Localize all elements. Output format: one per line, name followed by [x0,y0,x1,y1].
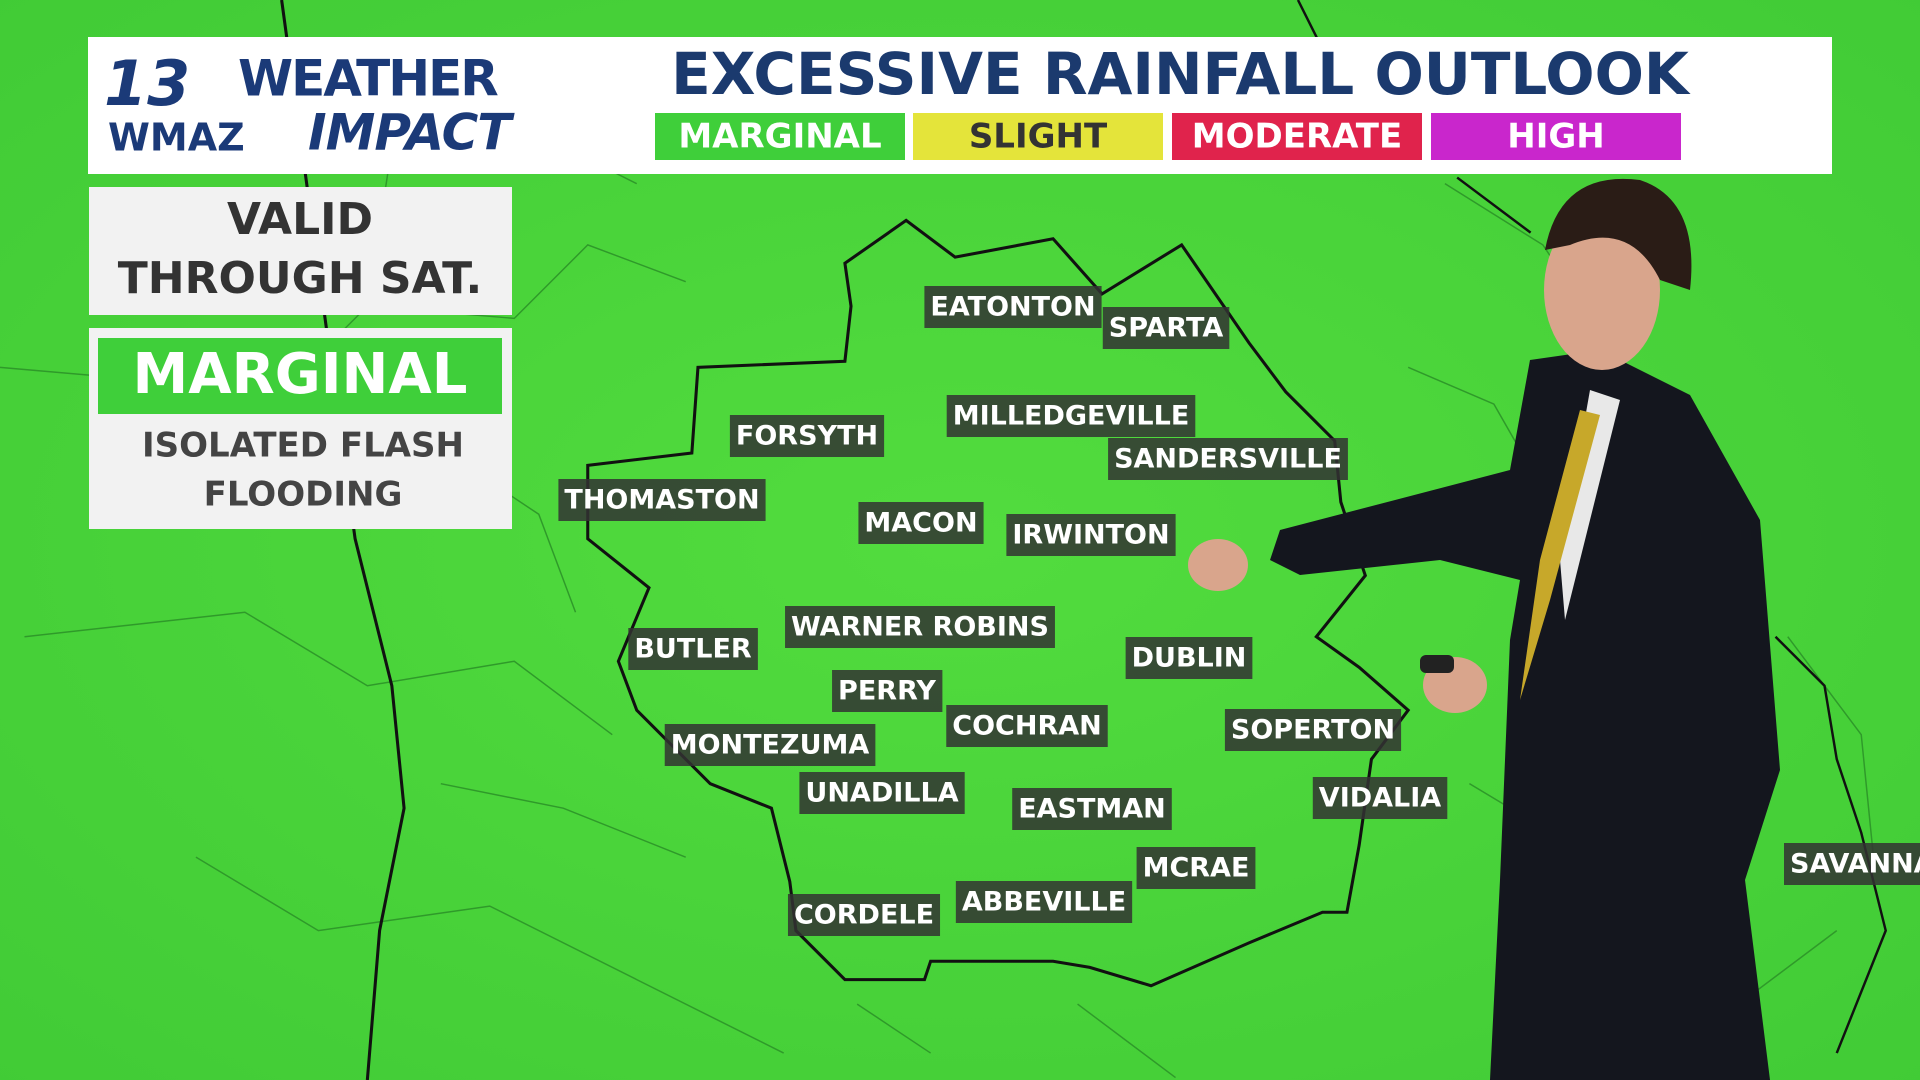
city-label: MONTEZUMA [664,724,876,766]
city-name: BUTLER [634,634,752,665]
city-label: MACON [858,502,984,544]
logo: 13 WMAZ WEATHER IMPACT [104,47,516,162]
city-name: MCRAE [1143,853,1250,884]
city-name: MACON [864,508,977,539]
city-label: WARNER ROBINS [785,606,1055,648]
city-label: IRWINTON [1006,514,1176,556]
city-name: ABBEVILLE [962,887,1126,918]
city-name: IRWINTON [1012,520,1169,551]
logo-brand-bottom: IMPACT [308,104,515,162]
legend-label: HIGH [1507,117,1604,157]
city-name: EASTMAN [1018,794,1166,825]
city-label: PERRY [832,670,943,712]
city-label: CORDELE [787,894,941,936]
risk-level-box [98,338,502,414]
valid-line: THROUGH SAT. [118,253,482,304]
city-name: DUBLIN [1132,643,1247,674]
presenter [1188,178,1780,1080]
risk-description: FLOODING [204,475,403,515]
valid-box [89,187,512,315]
city-label-box [558,479,766,521]
city-label: MCRAE [1136,847,1256,889]
city-label: SPARTA [1102,307,1230,349]
city-label: BUTLER [628,628,758,670]
city-name: VIDALIA [1319,783,1442,814]
city-label: SOPERTON [1224,709,1402,751]
city-name: SANDERSVILLE [1114,444,1342,475]
risk-description: ISOLATED FLASH [142,426,464,466]
city-label-box [946,395,1196,437]
city-label-box [955,881,1133,923]
city-labels: EATONTON SPARTA MILLEDGEVILLE SANDERSVILLE F… [558,286,1920,936]
city-label-box [1006,514,1176,556]
legend: MARGINAL SLIGHT MODERATE HIGH [655,113,1681,160]
city-label-box [628,628,758,670]
city-name: WARNER ROBINS [791,612,1049,643]
logo-brand-top: WEATHER [238,50,498,108]
city-name: FORSYTH [736,421,878,452]
legend-label: MODERATE [1192,117,1402,157]
legend-swatch [655,113,905,160]
city-name: SAVANNA [1790,849,1920,880]
logo-channel: 13 [104,47,190,120]
city-label: FORSYTH [729,415,885,457]
legend-swatch [1431,113,1681,160]
city-name: MILLEDGEVILLE [953,401,1190,432]
city-label-box [1012,788,1172,830]
outlook-region [586,218,1411,988]
city-label-box [1108,438,1348,480]
city-label: UNADILLA [799,772,965,814]
city-label: DUBLIN [1125,637,1253,679]
city-label-box [664,724,876,766]
city-label-box [729,415,885,457]
city-label-box [946,705,1108,747]
legend-label: SLIGHT [969,117,1108,157]
city-label: SAVANNA [1784,843,1920,885]
city-name: COCHRAN [952,711,1101,742]
city-name: EATONTON [930,292,1095,323]
city-label: EATONTON [924,286,1102,328]
city-label: THOMASTON [558,479,766,521]
city-label-box [924,286,1102,328]
city-label: SANDERSVILLE [1108,438,1348,480]
city-label-box [1125,637,1253,679]
legend-label: MARGINAL [678,117,881,157]
legend-swatch [1172,113,1422,160]
city-label-box [832,670,943,712]
title: EXCESSIVE RAINFALL OUTLOOK [671,40,1691,108]
valid-line: VALID [227,194,373,245]
city-name: MONTEZUMA [671,730,870,761]
city-label: MILLEDGEVILLE [946,395,1196,437]
risk-level: MARGINAL [133,342,468,407]
city-label: VIDALIA [1312,777,1448,819]
city-label: COCHRAN [946,705,1108,747]
city-label-box [785,606,1055,648]
legend-swatch [913,113,1163,160]
city-label-box [858,502,984,544]
city-name: CORDELE [794,900,934,931]
city-name: PERRY [838,676,936,707]
city-label-box [1102,307,1230,349]
city-label-box [787,894,941,936]
city-name: UNADILLA [805,778,958,809]
city-label-box [1784,843,1920,885]
city-name: SPARTA [1109,313,1224,344]
city-label-box [1136,847,1256,889]
city-label-box [799,772,965,814]
city-label-box [1312,777,1448,819]
city-label: EASTMAN [1012,788,1172,830]
logo-station: WMAZ [108,116,245,160]
city-name: SOPERTON [1231,715,1395,746]
city-label-box [1224,709,1402,751]
city-name: THOMASTON [564,485,759,516]
city-label: ABBEVILLE [955,881,1133,923]
